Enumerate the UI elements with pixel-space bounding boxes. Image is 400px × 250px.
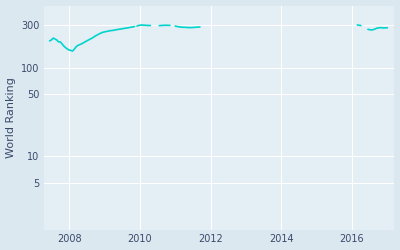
Y-axis label: World Ranking: World Ranking xyxy=(6,77,16,158)
